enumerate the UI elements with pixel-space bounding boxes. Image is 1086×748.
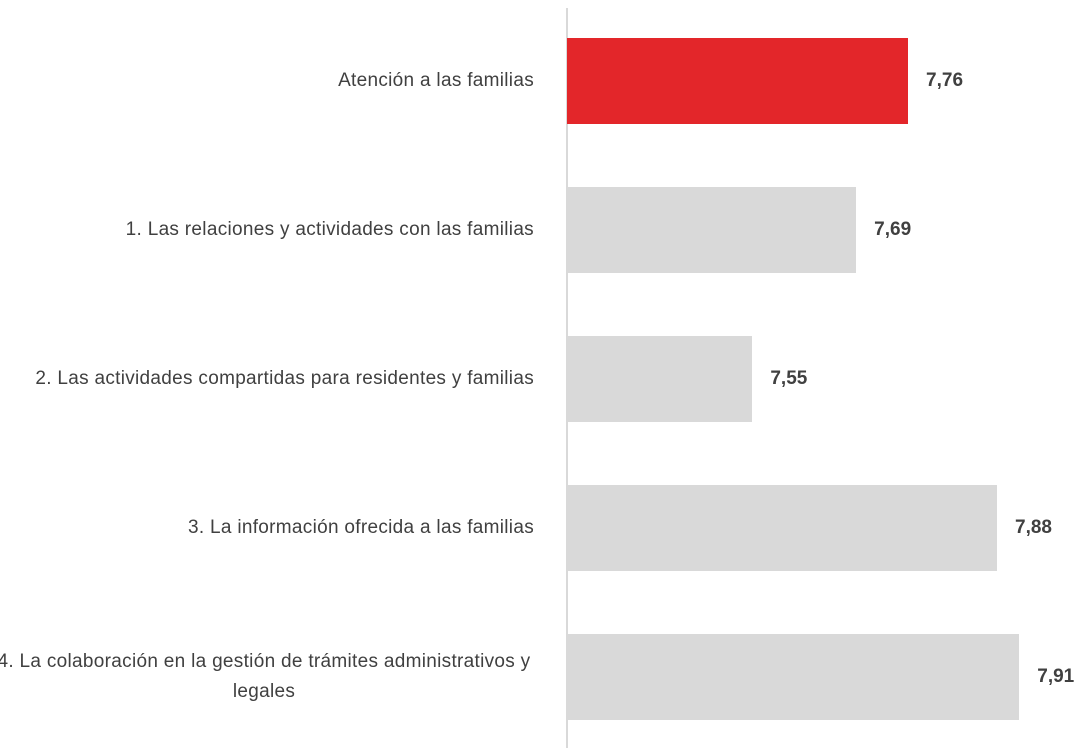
bar bbox=[567, 485, 998, 571]
value-label: 7,69 bbox=[874, 219, 912, 240]
category-label-box: Atención a las familias bbox=[0, 66, 534, 96]
bar bbox=[567, 336, 753, 422]
category-label-box: 1. Las relaciones y actividades con las … bbox=[0, 215, 534, 245]
category-label: Atención a las familias bbox=[338, 70, 534, 91]
bar bbox=[567, 634, 1020, 720]
value-label: 7,91 bbox=[1037, 666, 1075, 687]
value-label: 7,88 bbox=[1015, 517, 1052, 538]
value-label: 7,76 bbox=[926, 70, 964, 91]
category-label-box: 4. La colaboración en la gestión de trám… bbox=[0, 647, 534, 707]
bar bbox=[567, 38, 909, 124]
category-label: 1. Las relaciones y actividades con las … bbox=[125, 219, 534, 240]
value-label: 7,55 bbox=[770, 368, 808, 389]
category-label: 3. La información ofrecida a las familia… bbox=[187, 517, 534, 538]
bar bbox=[567, 187, 857, 273]
category-label-box: 3. La información ofrecida a las familia… bbox=[0, 513, 534, 543]
category-label-box: 2. Las actividades compartidas para resi… bbox=[0, 364, 534, 394]
category-label: 4. La colaboración en la gestión de trám… bbox=[0, 651, 531, 702]
category-label: 2. Las actividades compartidas para resi… bbox=[35, 368, 534, 389]
